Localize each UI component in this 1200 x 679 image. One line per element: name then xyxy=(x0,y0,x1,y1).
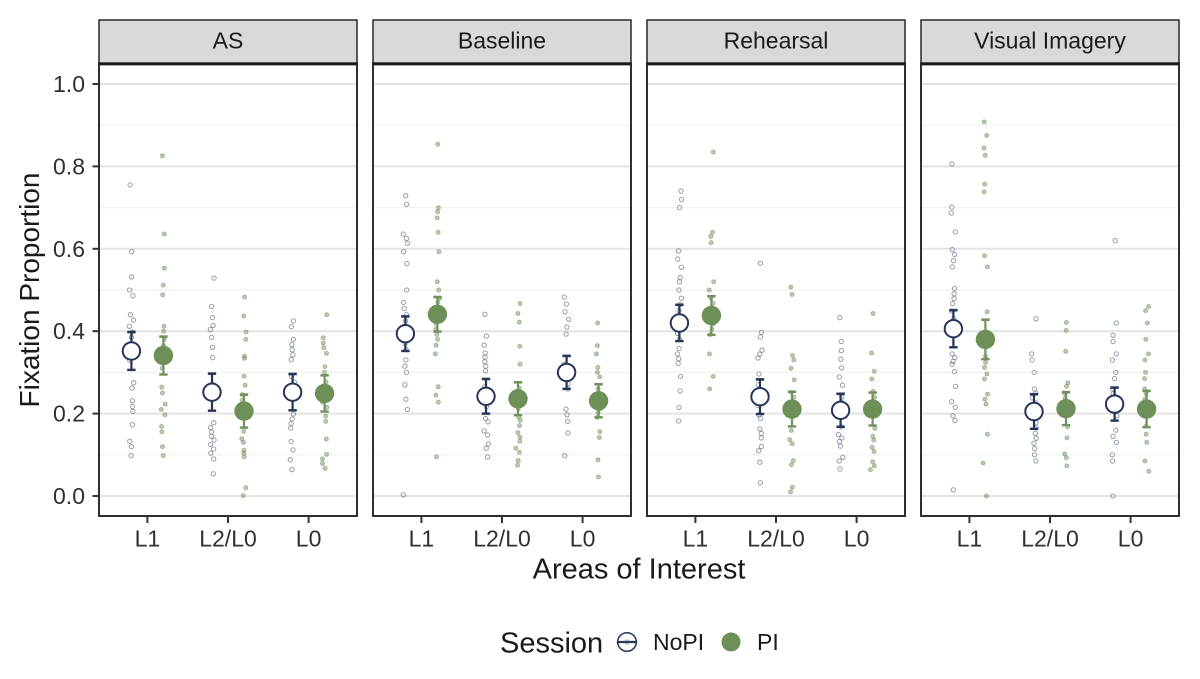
svg-text:L2/L0: L2/L0 xyxy=(747,526,805,552)
svg-text:L1: L1 xyxy=(409,526,435,552)
svg-text:1.0: 1.0 xyxy=(53,71,85,97)
svg-text:0.0: 0.0 xyxy=(53,483,85,509)
svg-text:L1: L1 xyxy=(683,526,709,552)
svg-text:AS: AS xyxy=(213,28,244,54)
svg-text:L1: L1 xyxy=(957,526,983,552)
svg-text:PI: PI xyxy=(757,629,779,655)
svg-text:L0: L0 xyxy=(844,526,870,552)
svg-text:L0: L0 xyxy=(296,526,322,552)
svg-text:Fixation Proportion: Fixation Proportion xyxy=(14,172,45,407)
svg-text:L1: L1 xyxy=(135,526,161,552)
svg-text:Visual Imagery: Visual Imagery xyxy=(974,28,1126,54)
svg-text:L0: L0 xyxy=(1118,526,1144,552)
svg-text:L0: L0 xyxy=(570,526,596,552)
svg-text:Areas of Interest: Areas of Interest xyxy=(533,554,746,586)
svg-text:NoPI: NoPI xyxy=(653,629,704,655)
svg-text:Baseline: Baseline xyxy=(458,28,546,54)
svg-text:L2/L0: L2/L0 xyxy=(473,526,531,552)
svg-text:0.4: 0.4 xyxy=(53,318,85,344)
svg-text:Session: Session xyxy=(500,627,603,659)
svg-text:Rehearsal: Rehearsal xyxy=(724,28,829,54)
svg-text:0.2: 0.2 xyxy=(53,401,85,427)
svg-text:0.6: 0.6 xyxy=(53,236,85,262)
svg-text:0.8: 0.8 xyxy=(53,153,85,179)
svg-text:L2/L0: L2/L0 xyxy=(1021,526,1079,552)
svg-text:L2/L0: L2/L0 xyxy=(199,526,257,552)
